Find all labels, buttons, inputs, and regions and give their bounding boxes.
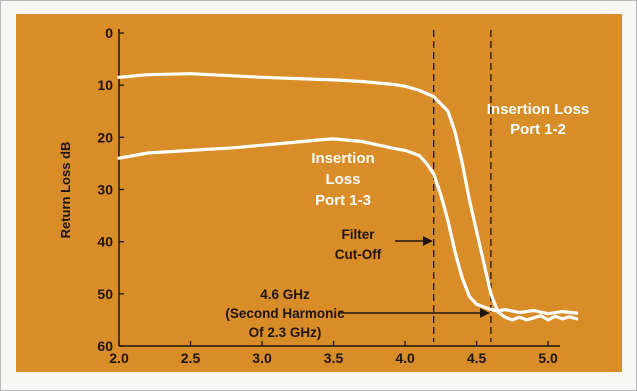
- annotations: Insertion Loss Port 1-2 Insertion Loss Port …: [225, 101, 589, 340]
- trace-port-1-2: [117, 72, 579, 322]
- x-tick-label: 4.5: [467, 350, 487, 366]
- y-axis-label: Return Loss dB: [58, 142, 73, 239]
- y-tick-label: 0: [105, 25, 113, 41]
- label-port-1-2: Insertion Loss Port 1-2: [487, 101, 590, 138]
- x-tick-label: 2.5: [181, 350, 201, 366]
- y-tick-label: 60: [97, 338, 113, 354]
- y-ticks: 0 10 20 30 40 50 60: [97, 25, 124, 354]
- label-port-1-3: Insertion Loss Port 1-3: [311, 150, 374, 209]
- x-tick-label: 3.5: [324, 350, 344, 366]
- x-ticks: 2.0 2.5 3.0 3.5 4.0 4.5 5.0: [109, 341, 558, 366]
- label-second-harmonic: 4.6 GHz (Second Harmonic Of 2.3 GHz): [225, 287, 345, 340]
- data-series: [117, 72, 579, 322]
- label-filter-cutoff: Filter Cut-Off: [335, 227, 382, 262]
- trace-port-1-3: [117, 137, 579, 316]
- y-tick-label: 50: [97, 286, 113, 302]
- x-tick-label: 2.0: [109, 350, 129, 366]
- x-tick-label: 5.0: [538, 350, 558, 366]
- y-tick-label: 10: [97, 77, 113, 93]
- x-tick-label: 3.0: [252, 350, 272, 366]
- y-tick-label: 30: [97, 182, 113, 198]
- axes: [118, 29, 560, 347]
- y-tick-label: 40: [97, 234, 113, 250]
- y-tick-label: 20: [97, 129, 113, 145]
- x-tick-label: 4.0: [395, 350, 415, 366]
